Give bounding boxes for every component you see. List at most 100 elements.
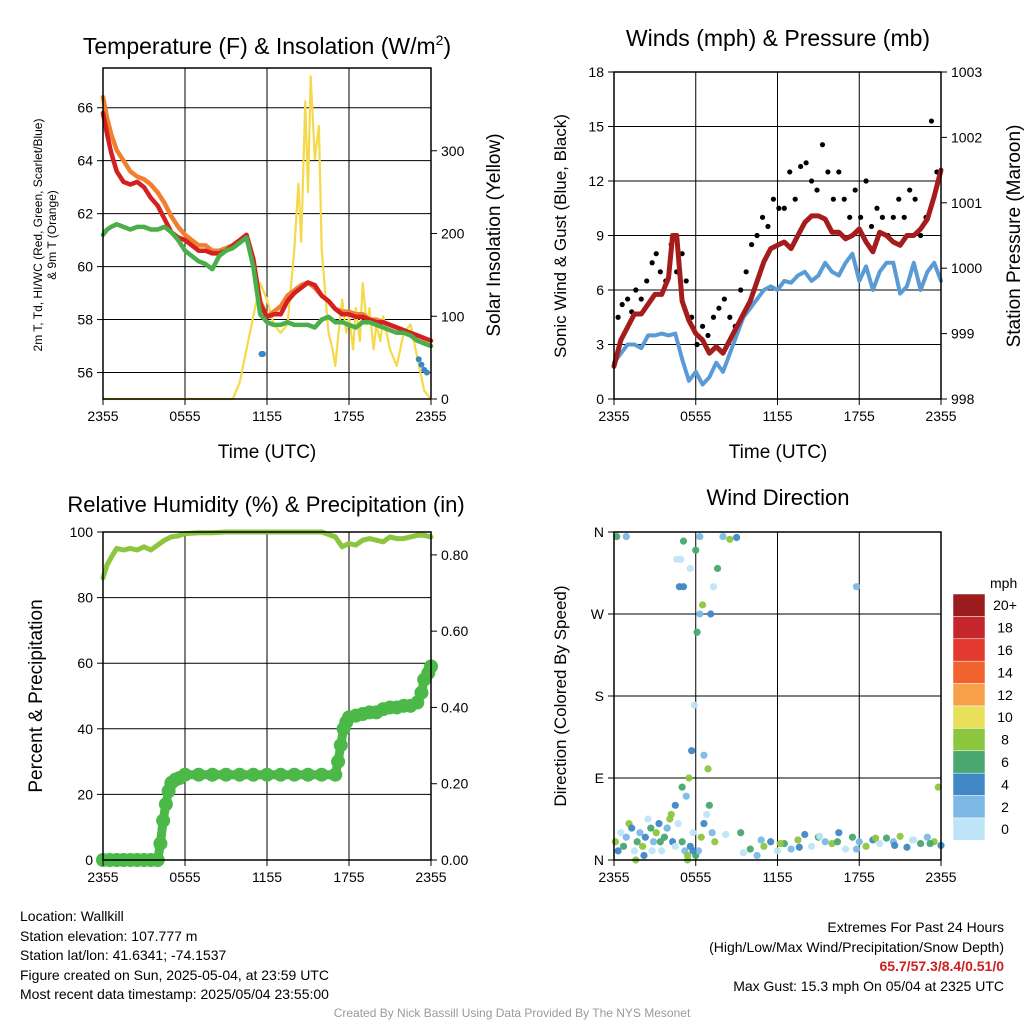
precipitation-point <box>219 767 233 782</box>
gust-point <box>705 332 711 339</box>
y-tick-label: 12 <box>588 173 604 189</box>
gust-point <box>819 142 826 148</box>
precipitation-point <box>333 738 348 753</box>
direction-point <box>753 851 761 860</box>
gust-point <box>781 205 787 211</box>
y-axis-label: Direction (Colored By Speed) <box>551 585 570 806</box>
gust-point <box>928 118 935 124</box>
gust-point <box>615 314 621 320</box>
y-right-tick-label: 0 <box>441 391 449 407</box>
direction-point <box>704 765 712 773</box>
location-text: Location: Wallkill <box>20 908 124 924</box>
gust-point <box>858 214 864 220</box>
direction-point <box>713 564 722 573</box>
precipitation-point <box>273 767 288 782</box>
colorbar-swatch <box>952 705 986 729</box>
gust-point <box>863 178 869 184</box>
gust-point <box>917 232 924 239</box>
precipitation-point <box>191 767 206 782</box>
direction-point <box>923 833 931 841</box>
colorbar-label: 0 <box>1001 821 1009 837</box>
direction-point <box>630 847 639 855</box>
y-tick-label: N <box>594 524 604 540</box>
colorbar-swatch <box>952 638 986 662</box>
colorbar-label: 12 <box>997 687 1013 703</box>
gust-point <box>743 269 749 275</box>
x-tick-label: 1155 <box>762 408 792 424</box>
direction-point <box>679 537 688 545</box>
x-tick-label: 2355 <box>925 408 956 424</box>
gust-point <box>830 196 836 202</box>
direction-point <box>882 834 891 842</box>
gust-point <box>754 232 760 239</box>
direction-point <box>686 564 694 573</box>
x-tick-label: 1155 <box>252 408 282 424</box>
y-tick-label: N <box>594 852 604 868</box>
credit-text: Created By Nick Bassill Using Data Provi… <box>333 1006 691 1020</box>
direction-point <box>746 845 754 853</box>
chart-title: Winds (mph) & Pressure (mb) <box>626 25 930 51</box>
gust-point <box>749 241 755 248</box>
y-right-tick-label: 998 <box>951 391 975 407</box>
direction-point <box>700 819 708 828</box>
direction-point <box>848 833 857 841</box>
colorbar-label: 16 <box>997 642 1013 658</box>
direction-point <box>640 851 648 860</box>
gust-point <box>765 223 771 230</box>
colorbar-title: mph <box>990 575 1017 591</box>
gust-point <box>852 187 858 193</box>
y-tick-label: 9 <box>596 228 604 244</box>
gust-point <box>803 160 809 166</box>
direction-point <box>682 792 690 800</box>
gust-point <box>879 214 886 220</box>
x-tick-label: 2355 <box>415 869 446 885</box>
precipitation-point <box>287 767 302 782</box>
max-gust-text: Max Gust: 15.3 mph On 05/04 at 2325 UTC <box>733 977 1004 994</box>
y-right-tick-label: 1002 <box>951 129 982 145</box>
direction-point <box>862 842 870 850</box>
y-tick-label: 100 <box>70 524 94 540</box>
precipitation-point <box>156 813 171 828</box>
direction-point <box>828 840 836 848</box>
direction-point <box>934 783 942 791</box>
y-tick-label: 20 <box>77 786 93 802</box>
gust-point <box>716 305 722 311</box>
direction-point <box>776 840 784 848</box>
wind-chill-point <box>415 356 422 363</box>
y-right-tick-label: 1003 <box>951 64 982 80</box>
x-axis-label: Time (UTC) <box>218 442 317 463</box>
y-right-tick-label: 300 <box>441 143 465 159</box>
y-tick-label: 3 <box>596 337 604 353</box>
x-tick-label: 2355 <box>598 869 629 885</box>
direction-point <box>688 747 696 755</box>
direction-point <box>707 610 715 618</box>
gust-point <box>814 187 820 193</box>
precipitation-point <box>246 767 261 782</box>
colorbar-swatch <box>952 616 986 640</box>
direction-point <box>648 847 656 855</box>
colorbar-label: 2 <box>1001 799 1009 815</box>
precipitation-point <box>414 685 429 700</box>
colorbar-label: 4 <box>1001 776 1009 792</box>
direction-point <box>700 751 708 759</box>
precipitation-point <box>205 767 220 782</box>
station-info: Location: Wallkill Station elevation: 10… <box>20 907 329 1005</box>
wind-chill-point <box>418 361 425 368</box>
gust-point <box>836 169 842 175</box>
gust-point <box>633 287 639 293</box>
direction-point <box>703 810 711 819</box>
direction-point <box>636 829 644 837</box>
direction-point <box>852 583 861 591</box>
direction-point <box>698 601 707 609</box>
gust-point <box>792 196 798 202</box>
direction-point <box>787 845 795 853</box>
direction-point <box>719 532 727 541</box>
direction-point <box>655 819 663 828</box>
direction-point <box>649 838 658 846</box>
precipitation-point <box>314 767 329 782</box>
direction-point <box>622 833 630 841</box>
precipitation-point <box>158 797 173 812</box>
direction-point <box>709 583 718 591</box>
direction-point <box>667 810 675 819</box>
